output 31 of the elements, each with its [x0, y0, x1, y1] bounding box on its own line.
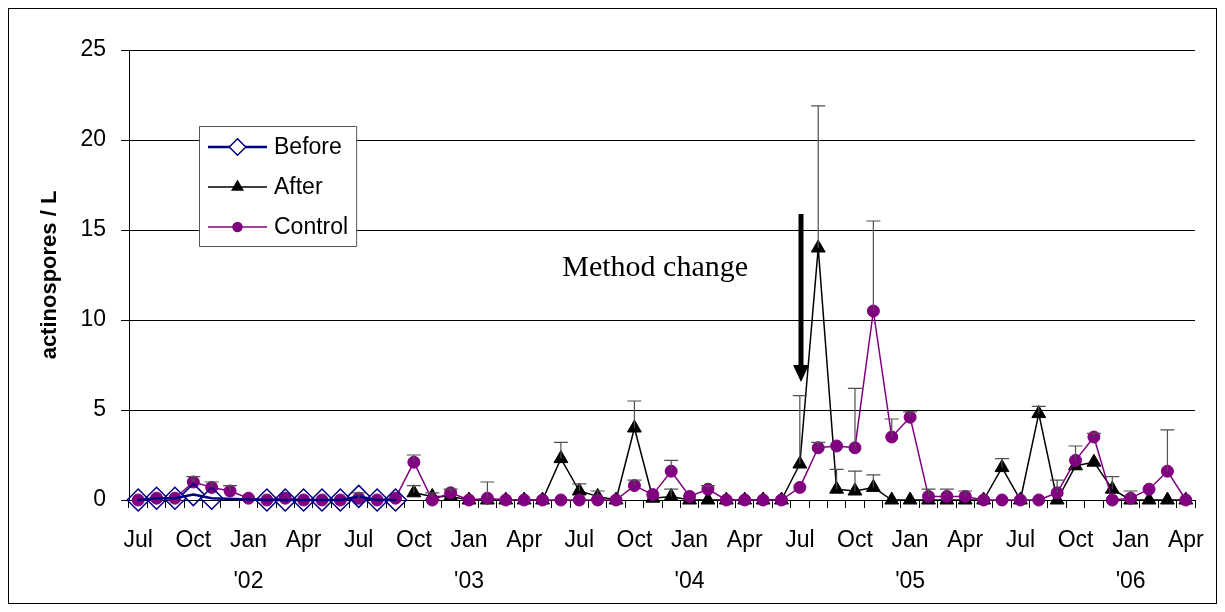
x-tick-label: Jan '04: [671, 525, 709, 593]
legend-label: Before: [274, 133, 342, 160]
x-tick-label: Jan '02: [229, 525, 268, 593]
x-tick-label: Oct: [175, 525, 212, 552]
y-tick-label: 0: [93, 485, 106, 512]
x-tick-label: Jul: [1005, 525, 1036, 552]
y-tick-label: 10: [80, 305, 106, 332]
x-tick-label: Oct: [616, 525, 653, 552]
x-tick-label: Jan '05: [891, 525, 929, 593]
y-tick-label: 25: [80, 35, 106, 62]
x-tick-label: Apr: [947, 525, 984, 552]
y-tick-label: 15: [80, 215, 106, 242]
x-tick-label: Oct: [395, 525, 433, 552]
y-tick-label: 5: [93, 395, 106, 422]
x-tick-label: Apr: [726, 525, 763, 552]
annotation: Method change: [562, 248, 749, 282]
x-tick-label: Jul: [785, 525, 815, 552]
x-tick-label: Jan '03: [450, 525, 488, 593]
x-tick-label: Jul: [123, 525, 153, 552]
x-tick-label: Oct: [1057, 525, 1095, 552]
x-tick-label: Apr: [1167, 525, 1205, 552]
y-axis-title: actinospores / L: [36, 190, 62, 360]
x-tick-label: Oct: [837, 525, 874, 552]
x-tick-label: Jul: [564, 525, 594, 552]
legend-label: Control: [274, 213, 349, 240]
x-tick-label: Jul: [344, 525, 374, 552]
x-tick-label: Jan '06: [1112, 525, 1150, 593]
legend-label: After: [274, 173, 323, 200]
x-tick-label: Apr: [506, 525, 543, 552]
y-tick-label: 20: [80, 125, 106, 152]
x-tick-label: Apr: [285, 525, 322, 552]
